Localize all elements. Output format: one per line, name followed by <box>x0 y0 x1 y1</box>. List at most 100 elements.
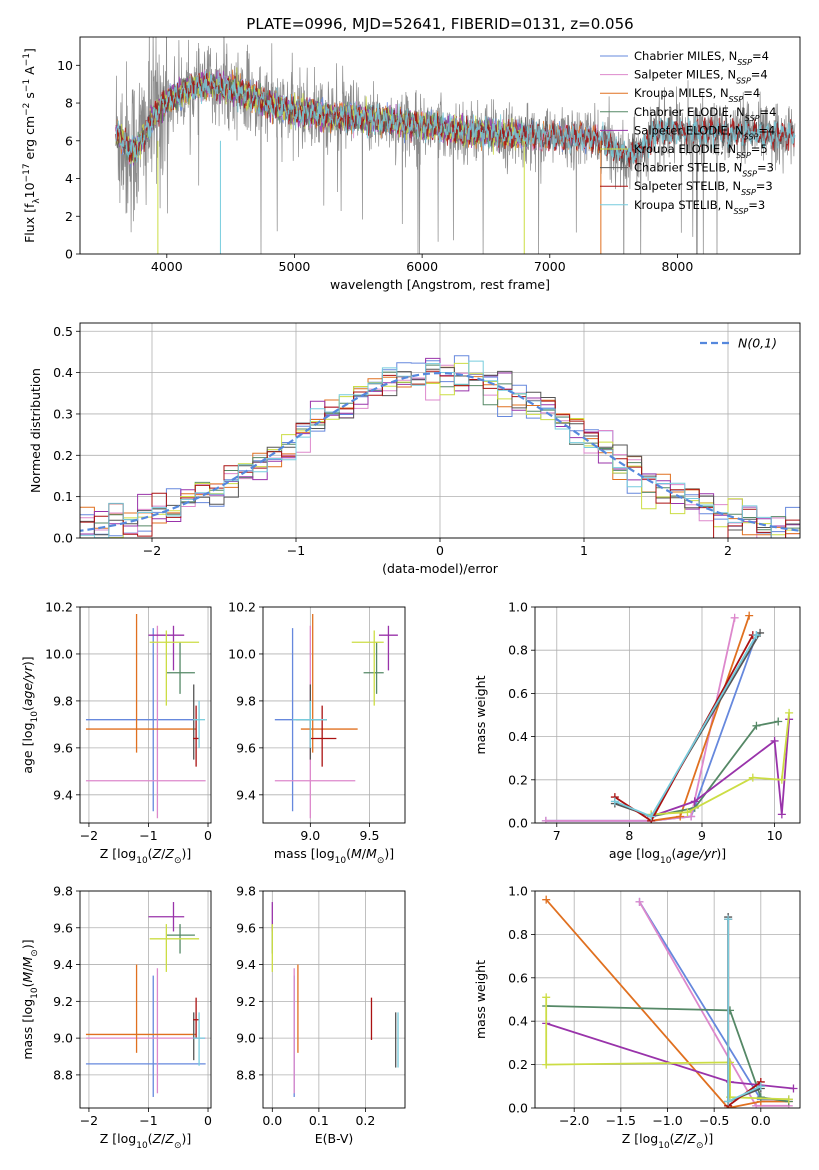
weight-marker <box>542 1060 551 1069</box>
y-tick-label: 0.8 <box>508 643 528 658</box>
x-axis-label: E(B-V) <box>315 1131 354 1146</box>
x-axis-label: Z [log10(Z/Z⊙)] <box>622 1131 714 1151</box>
errorbar-kroupa-stelib <box>193 1012 206 1066</box>
y-tick-label: 8 <box>65 96 73 111</box>
y-tick-label: 8.8 <box>236 1067 256 1082</box>
y-tick-label: 9.0 <box>53 1031 73 1046</box>
legend-label: Kroupa MILES, NSSP=4 <box>634 86 760 104</box>
panel-weight-vs-z: −2.0 −1.5 −1.0 −0.5 0.0 0.0 0.2 0.4 0.6 0.8 1.0 Z [… <box>473 884 801 1151</box>
errorbar-salpeter-elodie <box>148 902 185 932</box>
y-tick-label: 9.8 <box>236 693 256 708</box>
axes-frame <box>262 606 406 824</box>
weight-marker <box>752 631 761 640</box>
plot-area-weight-vs-age <box>541 611 794 823</box>
y-axis-label: Flux [fλ10−17 erg cm−2 s−1 A−1] <box>22 48 42 243</box>
axes-frame <box>79 322 801 539</box>
x-tick-label: −2 <box>80 828 98 843</box>
y-tick-label: 9.8 <box>53 693 73 708</box>
errorbar-chabrier-miles <box>85 628 194 812</box>
y-tick-label: 4 <box>65 171 73 186</box>
x-tick-label: 0 <box>204 828 212 843</box>
axes-frame <box>79 890 212 1109</box>
x-tick-label: 9.0 <box>300 828 320 843</box>
y-tick-label: 9.4 <box>53 787 73 802</box>
x-tick-label: −2 <box>143 543 161 558</box>
weight-marker <box>789 1084 798 1093</box>
weight-marker <box>745 611 754 620</box>
y-tick-label: 9.2 <box>236 994 256 1009</box>
weight-series-kroupa-elodie <box>647 708 794 819</box>
errorbar-salpeter-miles <box>85 968 206 1094</box>
y-tick-label: 0.2 <box>53 448 73 463</box>
weight-line <box>651 712 790 816</box>
y-tick-label: 9.6 <box>236 740 256 755</box>
errorbar-kroupa-elodie <box>149 630 200 706</box>
weight-series-salpeter-stelib <box>610 631 757 823</box>
axes-frame <box>534 890 801 1109</box>
x-axis-label: mass [log10(M/M⊙)] <box>274 846 394 866</box>
legend-label: Chabrier ELODIE, NSSP=4 <box>634 105 776 123</box>
weight-marker <box>777 775 786 784</box>
y-tick-label: 10.0 <box>228 646 256 661</box>
errorbar-salpeter-elodie <box>378 625 398 671</box>
errorbar-chabrier-elodie <box>166 642 195 694</box>
y-tick-label: 8.8 <box>53 1067 73 1082</box>
errorbar-chabrier-miles <box>85 975 206 1097</box>
weight-series-kroupa-stelib <box>724 915 765 1106</box>
x-tick-label: 10 <box>767 828 783 843</box>
x-tick-label: 0 <box>436 543 444 558</box>
x-axis-label: Z [log10(Z/Z⊙)] <box>100 846 192 866</box>
errorbar-kroupa-stelib <box>292 700 327 748</box>
axes-frame <box>79 36 801 255</box>
weight-marker <box>541 816 550 823</box>
errorbar-salpeter-miles <box>274 625 356 819</box>
axes-frame <box>262 890 406 1109</box>
y-tick-label: 9.8 <box>236 884 256 899</box>
panel-mass-vs-z: −2 −1 0 8.8 9.0 9.2 9.4 9.6 9.8 Z [log10(Z/Z⊙)] ma… <box>20 884 212 1152</box>
axes-frame <box>534 606 801 824</box>
y-tick-label: 1.0 <box>508 600 528 615</box>
plot-area-mass-vs-ebv <box>271 902 399 1097</box>
y-axis-label: mass weight <box>473 960 488 1039</box>
plot-area-age-vs-z <box>85 614 206 819</box>
gaussian-legend-label: N(0,1) <box>738 336 777 351</box>
errorbar-kroupa-miles <box>85 614 197 753</box>
weight-marker <box>730 613 739 622</box>
y-tick-label: 0.5 <box>53 324 73 339</box>
errorbar-salpeter-stelib <box>310 705 337 767</box>
x-tick-label: −1 <box>139 1113 157 1128</box>
x-axis-label: Z [log10(Z/Z⊙)] <box>100 1131 192 1151</box>
legend-label: Salpeter STELIB, NSSP=3 <box>634 179 773 197</box>
panel-spectrum: 4000 5000 6000 7000 8000 0 2 4 6 8 10 Flux [fλ10−17… <box>22 36 801 292</box>
plot-area-mass-vs-z <box>85 902 206 1097</box>
y-tick-label: 0.2 <box>508 1057 528 1072</box>
gaussian-curve <box>80 371 800 532</box>
y-tick-label: 0.4 <box>508 1014 528 1029</box>
x-tick-label: 8 <box>625 828 633 843</box>
weight-marker <box>756 1093 765 1102</box>
figure-title: PLATE=0996, MJD=52641, FIBERID=0131, z=0… <box>246 15 633 33</box>
weight-marker <box>542 895 551 904</box>
weight-marker <box>690 797 699 806</box>
x-tick-label: −1.0 <box>652 1113 682 1128</box>
y-axis-label: mass weight <box>473 675 488 754</box>
y-tick-label: 0.4 <box>53 365 73 380</box>
y-tick-label: 0.6 <box>508 686 528 701</box>
weight-line <box>545 1022 794 1090</box>
y-tick-label: 9.4 <box>53 957 73 972</box>
y-tick-label: 9.6 <box>53 920 73 935</box>
x-tick-label: 2 <box>724 543 732 558</box>
x-tick-label: −1.5 <box>606 1113 636 1128</box>
x-tick-label: 0 <box>204 1113 212 1128</box>
y-tick-label: 9.4 <box>236 787 256 802</box>
weight-marker <box>724 915 733 924</box>
y-tick-label: 0.0 <box>53 531 73 546</box>
y-tick-label: 10.2 <box>228 600 256 615</box>
y-axis-label: age [log10(age/yr)] <box>20 656 40 773</box>
x-tick-label: 7 <box>553 828 561 843</box>
weight-marker <box>683 808 692 817</box>
panel-age-vs-mass: 9.0 9.5 9.4 9.6 9.8 10.0 10.2 mass [log10(M/M⊙)… <box>228 600 406 866</box>
y-tick-label: 0.0 <box>508 816 528 831</box>
